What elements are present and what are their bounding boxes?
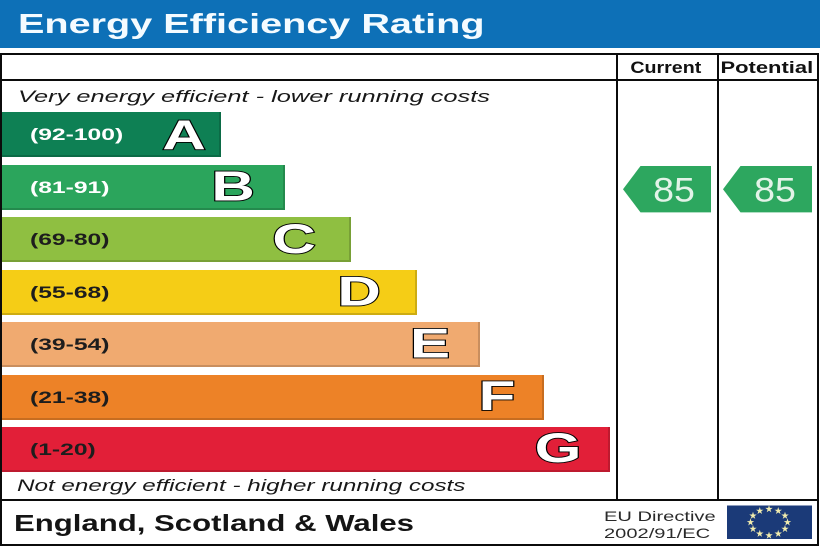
svg-text:F: F bbox=[479, 372, 516, 419]
svg-text:E: E bbox=[410, 319, 450, 366]
svg-text:C: C bbox=[272, 215, 315, 262]
svg-text:B: B bbox=[211, 162, 254, 209]
svg-text:85: 85 bbox=[653, 170, 695, 209]
svg-text:85: 85 bbox=[754, 170, 796, 209]
svg-text:G: G bbox=[535, 424, 582, 471]
svg-text:A: A bbox=[162, 111, 205, 158]
svg-text:D: D bbox=[337, 267, 380, 314]
